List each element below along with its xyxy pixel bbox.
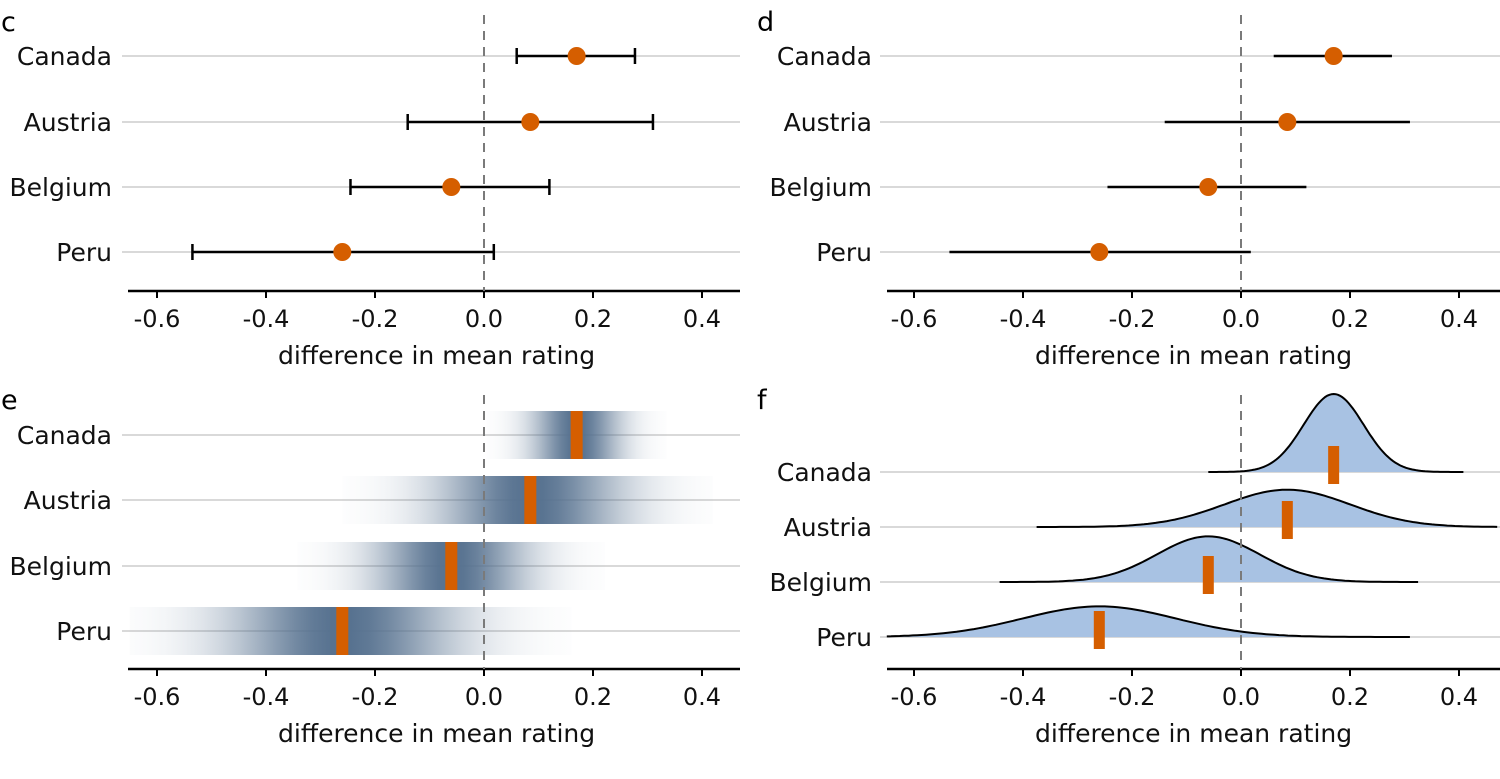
row-peru	[886, 605, 1410, 649]
x-axis: -0.6 -0.4 -0.2 0.0 0.2 0.4 difference in mean …	[887, 289, 1500, 370]
x-tick-label: 0.0	[465, 305, 503, 333]
row-label-austria: Austria	[784, 513, 872, 542]
row-label-austria: Austria	[24, 108, 112, 137]
panel-letter-d: d	[757, 7, 774, 38]
x-tick-label: 0.4	[683, 305, 721, 333]
estimate-point	[1324, 47, 1343, 65]
row-label-canada: Canada	[777, 42, 872, 71]
density-curve	[999, 535, 1419, 583]
estimate-marker	[445, 542, 458, 590]
estimate-marker	[1093, 611, 1105, 649]
row-label-austria: Austria	[784, 108, 872, 137]
row-canada	[1208, 392, 1464, 484]
row-label-belgium: Belgium	[10, 173, 113, 202]
panel-e: e Canada Austria Belgium Peru -0.6 -0.4 -0.2 0.0…	[1, 385, 740, 748]
estimate-marker	[524, 476, 537, 524]
row-belgium	[999, 535, 1419, 594]
estimate-point	[1090, 243, 1109, 261]
panel-f: f Canada Austria Belgium Peru -0.6 -0.4 -0.2 0.0…	[757, 385, 1500, 748]
estimate-marker	[336, 607, 349, 655]
x-tick-label: 0.4	[1440, 683, 1478, 711]
row-label-belgium: Belgium	[10, 552, 113, 581]
row-austria	[1036, 488, 1498, 539]
x-axis: -0.6 -0.4 -0.2 0.0 0.2 0.4 difference in mean …	[887, 667, 1500, 748]
row-canada	[1273, 47, 1392, 65]
row-label-peru: Peru	[56, 238, 112, 267]
estimate-marker	[1328, 446, 1340, 484]
row-austria	[342, 476, 713, 524]
estimate-point	[567, 47, 586, 65]
panel-letter-f: f	[757, 385, 768, 416]
x-tick-label: 0.4	[1440, 305, 1478, 333]
density-curve	[1036, 488, 1498, 528]
x-axis: -0.6 -0.4 -0.2 0.0 0.2 0.4 difference in mean …	[128, 289, 740, 370]
row-austria	[1164, 113, 1410, 131]
density-area	[1208, 394, 1464, 472]
density-curve	[1208, 392, 1464, 473]
x-tick-label: -0.6	[891, 683, 938, 711]
estimate-marker	[1281, 501, 1293, 539]
x-tick-label: -0.2	[1109, 305, 1156, 333]
confidence-strip	[129, 607, 572, 655]
x-tick-label: -0.6	[134, 683, 181, 711]
x-tick-label: 0.2	[574, 683, 612, 711]
x-tick-label: 0.0	[1222, 683, 1260, 711]
density-curve	[886, 605, 1410, 638]
estimate-point	[1199, 178, 1218, 196]
row-belgium	[349, 178, 551, 196]
panel-letter-c: c	[1, 7, 16, 38]
row-label-canada: Canada	[17, 421, 112, 450]
row-belgium	[297, 542, 605, 590]
x-tick-label: -0.2	[352, 683, 399, 711]
row-label-peru: Peru	[816, 238, 872, 267]
row-label-belgium: Belgium	[770, 173, 873, 202]
density-area	[886, 606, 1410, 637]
row-peru	[191, 243, 496, 261]
x-tick-label: 0.2	[1331, 305, 1369, 333]
x-axis-title: difference in mean rating	[278, 719, 595, 748]
x-tick-label: -0.2	[1109, 683, 1156, 711]
x-tick-label: -0.4	[1000, 305, 1047, 333]
estimate-point	[1278, 113, 1297, 131]
row-canada	[486, 411, 667, 459]
row-belgium	[1107, 178, 1307, 196]
x-tick-label: 0.2	[574, 305, 612, 333]
estimate-marker	[1202, 556, 1214, 594]
x-tick-label: 0.2	[1331, 683, 1369, 711]
row-label-peru: Peru	[56, 617, 112, 646]
x-tick-label: -0.4	[243, 305, 290, 333]
estimate-marker	[570, 411, 583, 459]
x-tick-label: 0.0	[1222, 305, 1260, 333]
x-tick-label: -0.6	[134, 305, 181, 333]
row-peru	[129, 607, 572, 655]
x-axis-title: difference in mean rating	[1035, 341, 1352, 370]
x-axis-title: difference in mean rating	[278, 341, 595, 370]
row-label-austria: Austria	[24, 486, 112, 515]
x-tick-label: -0.6	[891, 305, 938, 333]
estimate-point	[442, 178, 461, 196]
row-canada	[515, 47, 637, 65]
x-tick-label: -0.4	[1000, 683, 1047, 711]
row-label-peru: Peru	[816, 623, 872, 652]
x-tick-label: 0.4	[683, 683, 721, 711]
row-label-canada: Canada	[777, 458, 872, 487]
row-austria	[406, 113, 655, 131]
row-label-canada: Canada	[17, 42, 112, 71]
row-label-belgium: Belgium	[770, 568, 873, 597]
panel-letter-e: e	[1, 385, 18, 416]
x-axis: -0.6 -0.4 -0.2 0.0 0.2 0.4 difference in mean …	[128, 667, 740, 748]
x-tick-label: 0.0	[465, 683, 503, 711]
x-tick-label: -0.4	[243, 683, 290, 711]
estimate-point	[333, 243, 352, 261]
x-tick-label: -0.2	[352, 305, 399, 333]
density-area	[1036, 489, 1498, 527]
row-peru	[949, 243, 1251, 261]
estimate-point	[521, 113, 540, 131]
x-axis-title: difference in mean rating	[1035, 719, 1352, 748]
